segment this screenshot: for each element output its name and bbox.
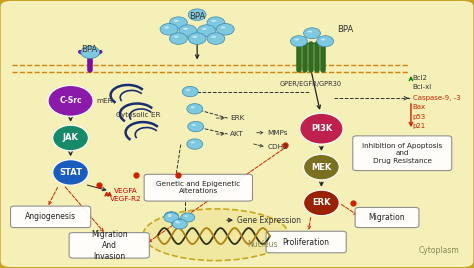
Text: ERK: ERK bbox=[230, 115, 244, 121]
Text: PI3K: PI3K bbox=[311, 124, 332, 133]
Text: C-Src: C-Src bbox=[59, 96, 82, 105]
Text: Inhibition of Apoptosis
and
Drug Resistance: Inhibition of Apoptosis and Drug Resista… bbox=[362, 143, 442, 164]
Ellipse shape bbox=[172, 219, 187, 229]
Text: Genetic and Epigenetic
Alterations: Genetic and Epigenetic Alterations bbox=[156, 181, 240, 195]
Ellipse shape bbox=[164, 213, 179, 222]
Text: mER: mER bbox=[96, 98, 113, 104]
Ellipse shape bbox=[184, 215, 188, 217]
FancyBboxPatch shape bbox=[266, 231, 346, 253]
Ellipse shape bbox=[181, 213, 195, 222]
Text: CDH2: CDH2 bbox=[267, 144, 288, 150]
Ellipse shape bbox=[207, 33, 225, 44]
Ellipse shape bbox=[143, 209, 289, 260]
Ellipse shape bbox=[160, 24, 178, 35]
Ellipse shape bbox=[303, 28, 320, 39]
Ellipse shape bbox=[308, 31, 312, 33]
FancyBboxPatch shape bbox=[10, 206, 91, 228]
Text: Bcl-xl: Bcl-xl bbox=[413, 84, 432, 90]
Ellipse shape bbox=[216, 24, 234, 35]
Text: Migration
And
Invasion: Migration And Invasion bbox=[91, 230, 128, 261]
Ellipse shape bbox=[294, 39, 299, 40]
Text: MEK: MEK bbox=[311, 163, 331, 172]
FancyBboxPatch shape bbox=[144, 174, 253, 201]
Ellipse shape bbox=[170, 17, 187, 28]
Ellipse shape bbox=[179, 25, 197, 36]
Ellipse shape bbox=[188, 9, 206, 20]
Ellipse shape bbox=[300, 113, 343, 144]
FancyBboxPatch shape bbox=[355, 207, 419, 228]
Text: ERK: ERK bbox=[312, 198, 331, 207]
Ellipse shape bbox=[191, 106, 195, 108]
Text: Migration: Migration bbox=[369, 213, 405, 222]
Ellipse shape bbox=[182, 86, 198, 97]
Text: Angiogenesis: Angiogenesis bbox=[25, 212, 76, 221]
FancyBboxPatch shape bbox=[353, 136, 452, 171]
Ellipse shape bbox=[291, 36, 307, 47]
Ellipse shape bbox=[192, 36, 197, 38]
Ellipse shape bbox=[176, 222, 180, 224]
Text: Nucleus: Nucleus bbox=[247, 240, 278, 248]
Ellipse shape bbox=[220, 27, 226, 29]
Text: p21: p21 bbox=[413, 123, 426, 129]
Text: MMPs: MMPs bbox=[267, 130, 288, 136]
Ellipse shape bbox=[192, 12, 197, 14]
Ellipse shape bbox=[53, 125, 88, 151]
Ellipse shape bbox=[191, 142, 195, 143]
Ellipse shape bbox=[317, 36, 334, 47]
Ellipse shape bbox=[183, 28, 188, 30]
Text: Bax: Bax bbox=[413, 105, 426, 110]
Ellipse shape bbox=[164, 212, 178, 221]
Text: Caspase-9, -3: Caspase-9, -3 bbox=[413, 95, 460, 101]
FancyBboxPatch shape bbox=[69, 233, 149, 258]
Text: BPA: BPA bbox=[337, 25, 353, 34]
Text: BPA: BPA bbox=[81, 45, 98, 54]
Text: Proliferation: Proliferation bbox=[283, 237, 329, 247]
Ellipse shape bbox=[81, 46, 100, 58]
Ellipse shape bbox=[173, 20, 179, 22]
Ellipse shape bbox=[198, 25, 215, 36]
Ellipse shape bbox=[188, 33, 206, 44]
Ellipse shape bbox=[186, 89, 191, 91]
Ellipse shape bbox=[48, 85, 93, 116]
Text: STAT: STAT bbox=[59, 168, 82, 177]
Ellipse shape bbox=[187, 139, 203, 149]
Ellipse shape bbox=[175, 221, 179, 222]
Ellipse shape bbox=[168, 214, 172, 216]
Ellipse shape bbox=[211, 36, 216, 38]
Text: JAK: JAK bbox=[63, 133, 79, 143]
Text: Gene Expression: Gene Expression bbox=[237, 216, 301, 225]
Text: AKT: AKT bbox=[230, 131, 244, 137]
Ellipse shape bbox=[188, 121, 204, 132]
Ellipse shape bbox=[321, 39, 325, 40]
Ellipse shape bbox=[207, 17, 225, 28]
Text: GPER/EGFR/GPR30: GPER/EGFR/GPR30 bbox=[280, 81, 342, 87]
Text: Cytoplasm: Cytoplasm bbox=[418, 246, 459, 255]
Ellipse shape bbox=[202, 28, 207, 30]
Text: Bcl2: Bcl2 bbox=[413, 75, 428, 81]
Ellipse shape bbox=[173, 36, 179, 38]
Ellipse shape bbox=[303, 190, 339, 216]
Ellipse shape bbox=[85, 49, 91, 52]
Ellipse shape bbox=[187, 104, 203, 114]
Text: BPA: BPA bbox=[189, 12, 205, 21]
Ellipse shape bbox=[191, 124, 196, 126]
Text: p53: p53 bbox=[413, 114, 426, 120]
Ellipse shape bbox=[170, 33, 187, 44]
Ellipse shape bbox=[53, 160, 88, 185]
Text: VEGFA
VEGF-R2: VEGFA VEGF-R2 bbox=[110, 188, 142, 202]
Ellipse shape bbox=[303, 154, 339, 180]
Ellipse shape bbox=[167, 215, 172, 217]
Ellipse shape bbox=[211, 20, 216, 22]
Ellipse shape bbox=[164, 27, 169, 29]
Ellipse shape bbox=[172, 218, 185, 227]
Text: Cytosolic ER: Cytosolic ER bbox=[116, 113, 161, 118]
